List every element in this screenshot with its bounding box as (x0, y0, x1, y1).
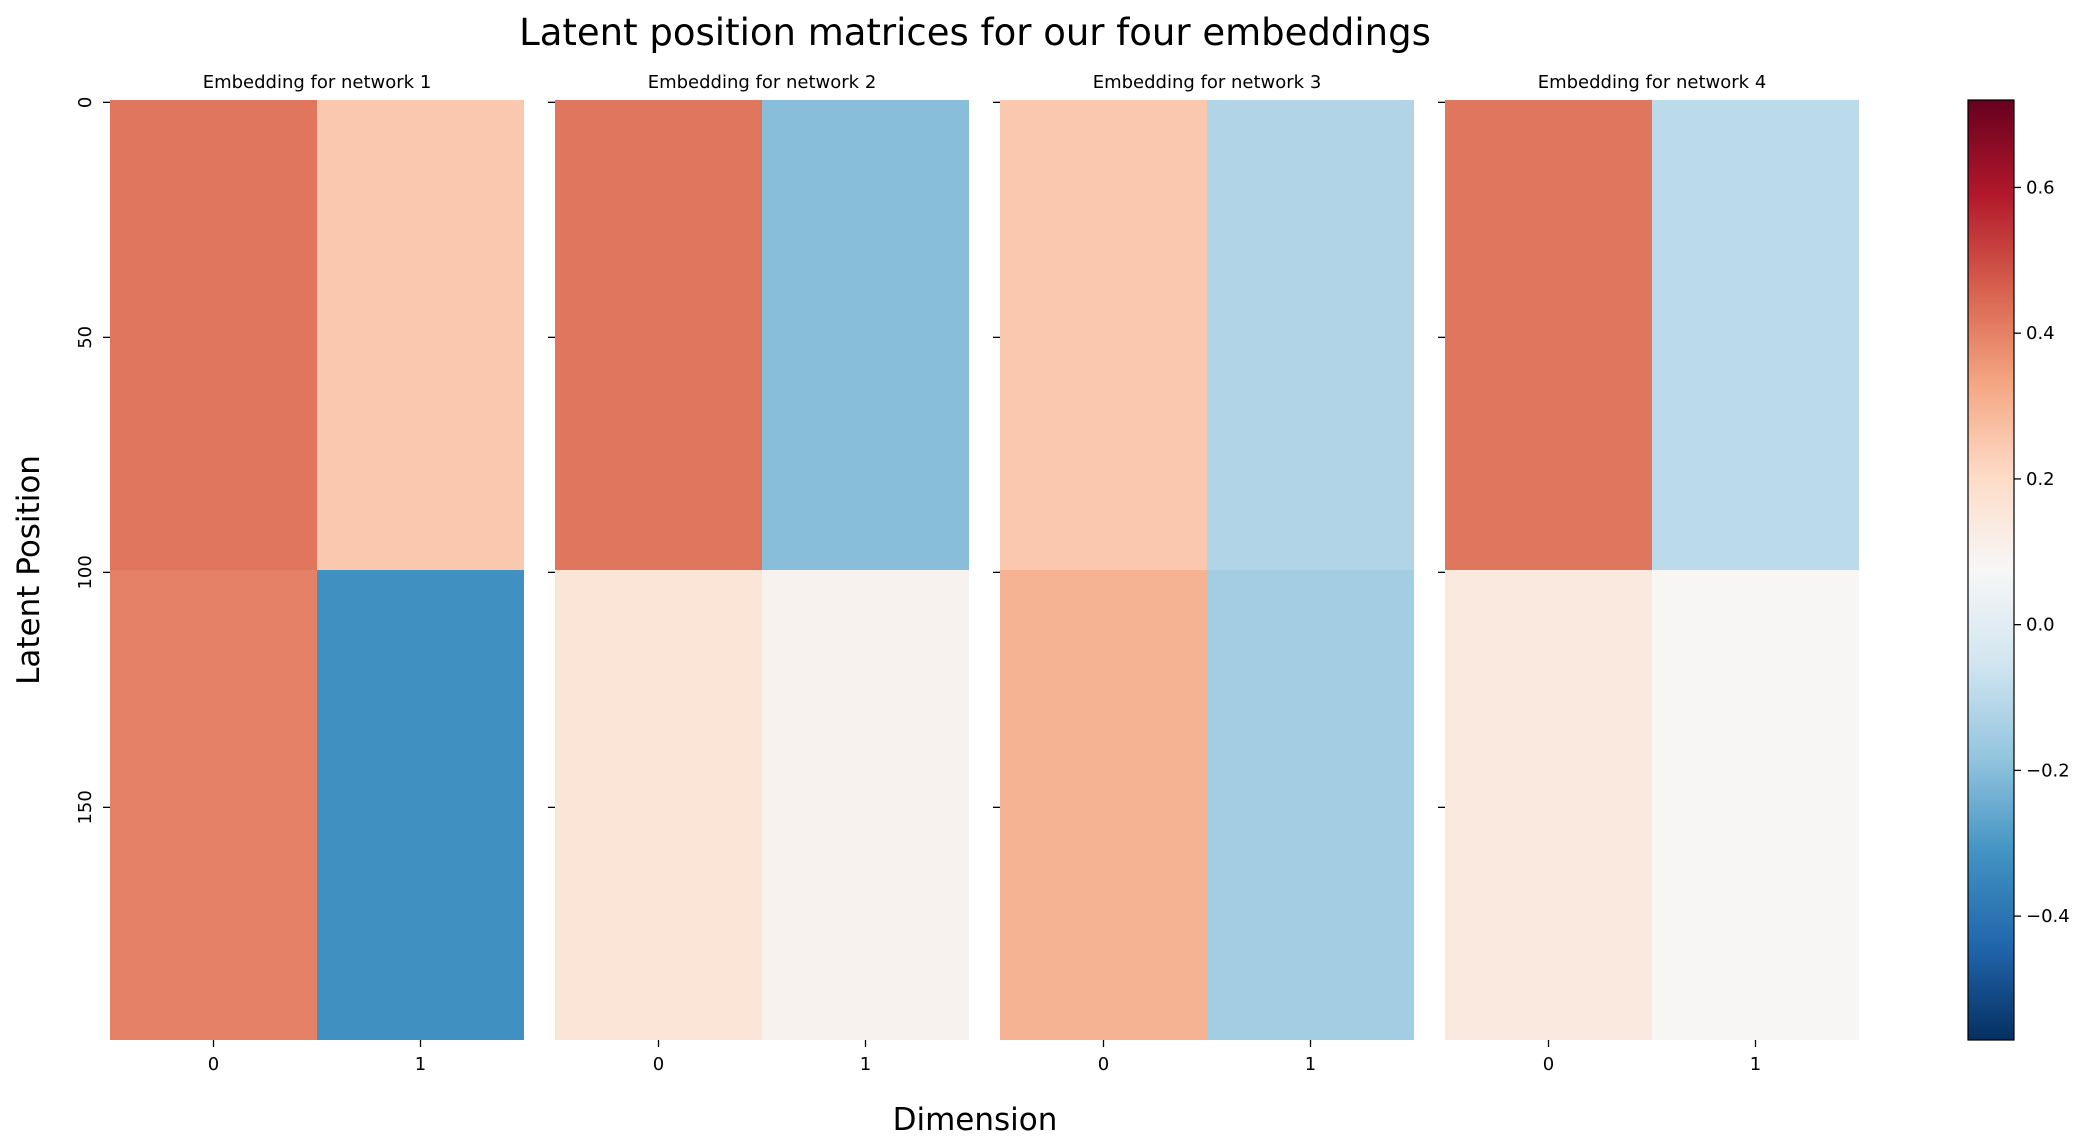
heatmap-panel-1: Embedding for network 1 0 1 0 50 100 150 (75, 72, 524, 1075)
colorbar: 0.6 0.4 0.2 0.0 −0.2 −0.4 (1967, 99, 2070, 1041)
colorbar-tick-label: 0.6 (2026, 177, 2055, 198)
heatmap-cell-dim0-block1 (1000, 100, 1207, 570)
panel-title: Embedding for network 2 (648, 72, 877, 93)
heatmap-cell-dim1-block2 (1652, 570, 1859, 1040)
y-tick-label: 150 (75, 790, 96, 824)
x-tick-label: 1 (1305, 1054, 1316, 1075)
heatmap-cell-dim0-block1 (555, 100, 762, 570)
x-tick-label: 0 (1543, 1054, 1554, 1075)
heatmap-cell-dim1-block1 (762, 100, 969, 570)
heatmap-cell-dim1-block2 (762, 570, 969, 1040)
colorbar-tick-label: 0.2 (2026, 469, 2055, 490)
figure-title: Latent position matrices for our four em… (519, 11, 1431, 54)
heatmap-cell-dim0-block2 (1445, 570, 1652, 1040)
x-tick-label: 0 (1098, 1054, 1109, 1075)
colorbar-tick-label: −0.2 (2026, 760, 2070, 781)
colorbar-tick-label: −0.4 (2026, 906, 2070, 927)
heatmap-panels: Embedding for network 10 1050100150Embedd… (75, 72, 1859, 1075)
x-axis-label: Dimension (893, 1102, 1058, 1138)
heatmap-panel-2: Embedding for network 2 0 1 (548, 72, 969, 1075)
x-tick-label: 1 (415, 1054, 426, 1075)
colorbar-gradient (1967, 99, 2015, 1041)
y-axis-label: Latent Position (11, 455, 47, 685)
heatmap-panel-4: Embedding for network 4 0 1 (1438, 72, 1859, 1075)
x-tick-label: 1 (1750, 1054, 1761, 1075)
heatmap-cell-dim0-block1 (110, 100, 317, 570)
heatmap-cell-dim0-block1 (1445, 100, 1652, 570)
heatmap-cell-dim1-block1 (1652, 100, 1859, 570)
colorbar-tick-label: 0.0 (2026, 615, 2055, 636)
colorbar-tick-label: 0.4 (2026, 323, 2055, 344)
panel-title: Embedding for network 3 (1093, 72, 1322, 93)
y-tick-label: 100 (75, 555, 96, 589)
heatmap-panel-3: Embedding for network 3 0 1 (993, 72, 1414, 1075)
panel-title: Embedding for network 4 (1538, 72, 1767, 93)
x-tick-label: 1 (860, 1054, 871, 1075)
heatmap-cell-dim1-block1 (317, 100, 524, 570)
heatmap-cell-dim0-block2 (110, 570, 317, 1040)
heatmap-cell-dim1-block2 (317, 570, 524, 1040)
heatmap-cell-dim0-block2 (555, 570, 762, 1040)
heatmap-cell-dim1-block2 (1207, 570, 1414, 1040)
y-tick-label: 50 (75, 326, 96, 349)
x-tick-label: 0 (653, 1054, 664, 1075)
panel-title: Embedding for network 1 (203, 72, 432, 93)
heatmap-cell-dim0-block2 (1000, 570, 1207, 1040)
x-tick-label: 0 (208, 1054, 219, 1075)
heatmap-cell-dim1-block1 (1207, 100, 1414, 570)
y-tick-label: 0 (75, 97, 96, 108)
